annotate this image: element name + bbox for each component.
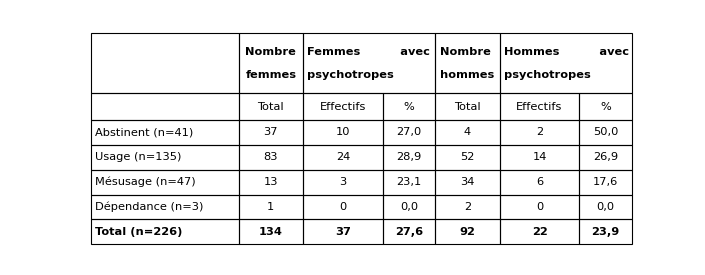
Bar: [435, 93, 500, 120]
Text: 27,0: 27,0: [396, 127, 422, 138]
Text: 26,9: 26,9: [593, 152, 618, 162]
Bar: [238, 219, 303, 244]
Bar: [303, 93, 383, 120]
Bar: [580, 93, 632, 120]
Text: 1: 1: [267, 202, 274, 212]
Bar: [91, 34, 238, 93]
Text: Effectifs: Effectifs: [320, 101, 366, 112]
Text: Abstinent (n=41): Abstinent (n=41): [95, 127, 193, 138]
Text: 0: 0: [339, 202, 347, 212]
Bar: [435, 170, 500, 195]
Bar: [383, 93, 435, 120]
Text: 6: 6: [536, 177, 543, 187]
Bar: [238, 195, 303, 219]
Bar: [91, 145, 238, 170]
Bar: [435, 34, 500, 93]
Text: %: %: [403, 101, 415, 112]
Bar: [500, 120, 580, 145]
Bar: [303, 195, 383, 219]
Bar: [500, 195, 580, 219]
Bar: [303, 34, 435, 93]
Text: 17,6: 17,6: [593, 177, 618, 187]
Bar: [580, 120, 632, 145]
Text: Femmes          avec

psychotropes: Femmes avec psychotropes: [307, 47, 430, 80]
Text: 22: 22: [532, 227, 547, 237]
Bar: [303, 219, 383, 244]
Bar: [91, 170, 238, 195]
Text: 134: 134: [259, 227, 283, 237]
Text: 92: 92: [460, 227, 475, 237]
Text: 28,9: 28,9: [396, 152, 422, 162]
Bar: [303, 120, 383, 145]
Bar: [500, 219, 580, 244]
Bar: [435, 120, 500, 145]
Bar: [383, 170, 435, 195]
Bar: [91, 219, 238, 244]
Text: 23,1: 23,1: [396, 177, 422, 187]
Text: Effectifs: Effectifs: [516, 101, 563, 112]
Bar: [383, 145, 435, 170]
Text: Mésusage (n=47): Mésusage (n=47): [95, 177, 196, 187]
Bar: [383, 195, 435, 219]
Bar: [91, 93, 238, 120]
Text: 27,6: 27,6: [395, 227, 423, 237]
Text: 24: 24: [336, 152, 350, 162]
Text: 13: 13: [264, 177, 278, 187]
Text: Usage (n=135): Usage (n=135): [95, 152, 182, 162]
Bar: [303, 145, 383, 170]
Text: 83: 83: [264, 152, 278, 162]
Bar: [383, 219, 435, 244]
Text: 2: 2: [464, 202, 471, 212]
Text: 34: 34: [460, 177, 474, 187]
Bar: [383, 120, 435, 145]
Bar: [238, 120, 303, 145]
Text: Nombre

femmes: Nombre femmes: [245, 47, 296, 80]
Text: 14: 14: [532, 152, 546, 162]
Bar: [580, 170, 632, 195]
Text: Total (n=226): Total (n=226): [95, 227, 183, 237]
Text: 37: 37: [335, 227, 351, 237]
Text: 52: 52: [460, 152, 474, 162]
Bar: [435, 195, 500, 219]
Bar: [91, 195, 238, 219]
Text: 0,0: 0,0: [400, 202, 418, 212]
Bar: [500, 34, 632, 93]
Text: 0: 0: [536, 202, 543, 212]
Text: 50,0: 50,0: [593, 127, 618, 138]
Bar: [580, 219, 632, 244]
Bar: [500, 93, 580, 120]
Bar: [238, 34, 303, 93]
Text: %: %: [600, 101, 611, 112]
Bar: [580, 195, 632, 219]
Bar: [580, 145, 632, 170]
Text: Dépendance (n=3): Dépendance (n=3): [95, 202, 204, 212]
Text: 4: 4: [464, 127, 471, 138]
Bar: [435, 145, 500, 170]
Text: Hommes          avec

psychotropes: Hommes avec psychotropes: [504, 47, 629, 80]
Text: 37: 37: [264, 127, 278, 138]
Bar: [238, 145, 303, 170]
Bar: [303, 170, 383, 195]
Text: Total: Total: [257, 101, 284, 112]
Bar: [500, 145, 580, 170]
Text: 3: 3: [339, 177, 347, 187]
Text: Total: Total: [454, 101, 481, 112]
Text: 10: 10: [336, 127, 350, 138]
Text: Nombre

hommes: Nombre hommes: [441, 47, 495, 80]
Bar: [435, 219, 500, 244]
Bar: [500, 170, 580, 195]
Text: 2: 2: [536, 127, 543, 138]
Text: 0,0: 0,0: [596, 202, 615, 212]
Text: 23,9: 23,9: [591, 227, 620, 237]
Bar: [238, 93, 303, 120]
Bar: [238, 170, 303, 195]
Bar: [91, 120, 238, 145]
